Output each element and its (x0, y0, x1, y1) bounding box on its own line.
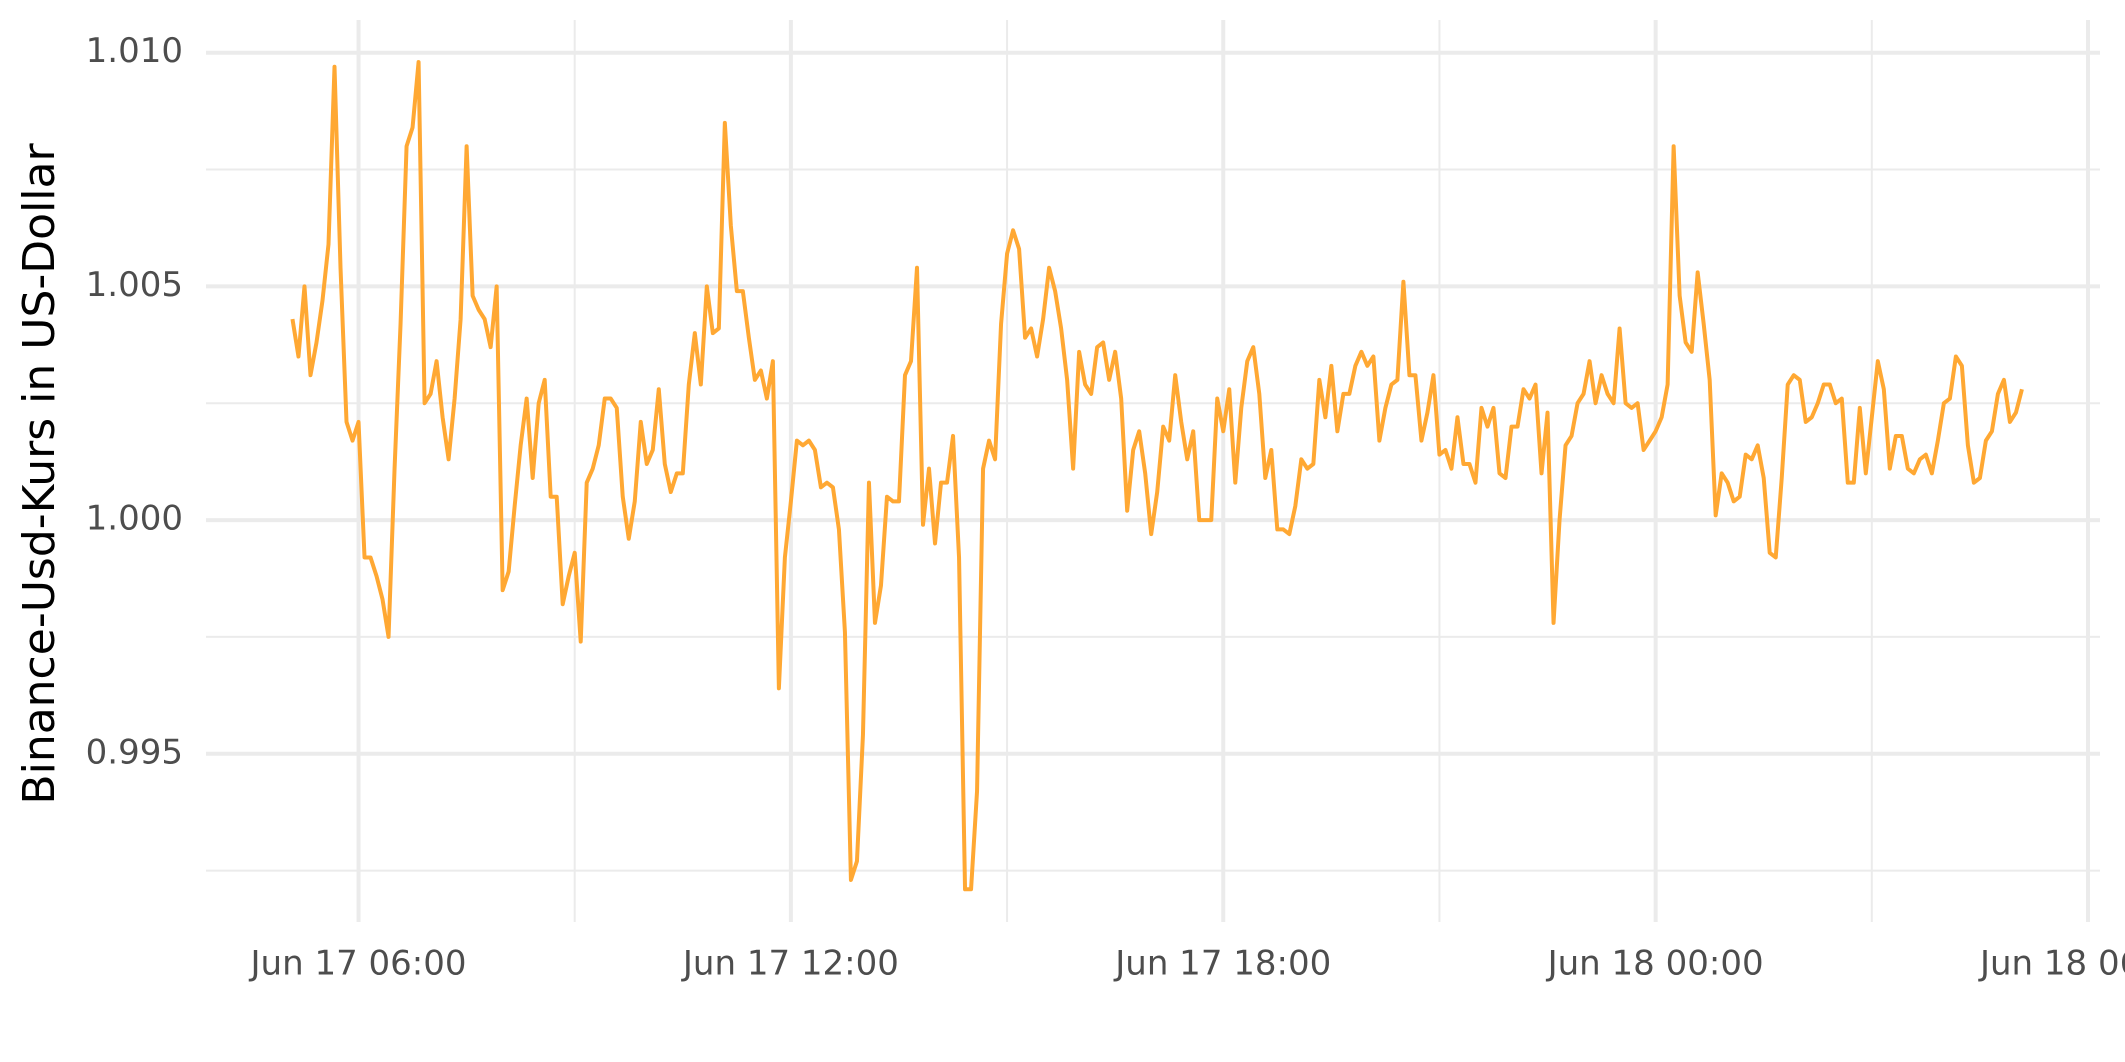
price-line (290, 60, 2024, 892)
x-tick-label: Jun 18 00:00 (1546, 944, 1764, 984)
x-tick-label: Jun 17 18:00 (1113, 944, 1331, 984)
y-tick-label: 1.000 (86, 499, 183, 539)
grid (206, 20, 2100, 922)
y-tick-label: 1.005 (86, 265, 183, 305)
x-tick-label: Jun 17 12:00 (681, 944, 899, 984)
x-tick-label: Jun 18 06:00 (1978, 944, 2125, 984)
x-tick-label: Jun 17 06:00 (249, 944, 467, 984)
y-tick-label: 1.010 (86, 31, 183, 71)
y-tick-label: 0.995 (86, 732, 183, 772)
plot-area (290, 60, 2024, 892)
y-axis-title: Binance-Usd-Kurs in US-Dollar (14, 143, 65, 805)
